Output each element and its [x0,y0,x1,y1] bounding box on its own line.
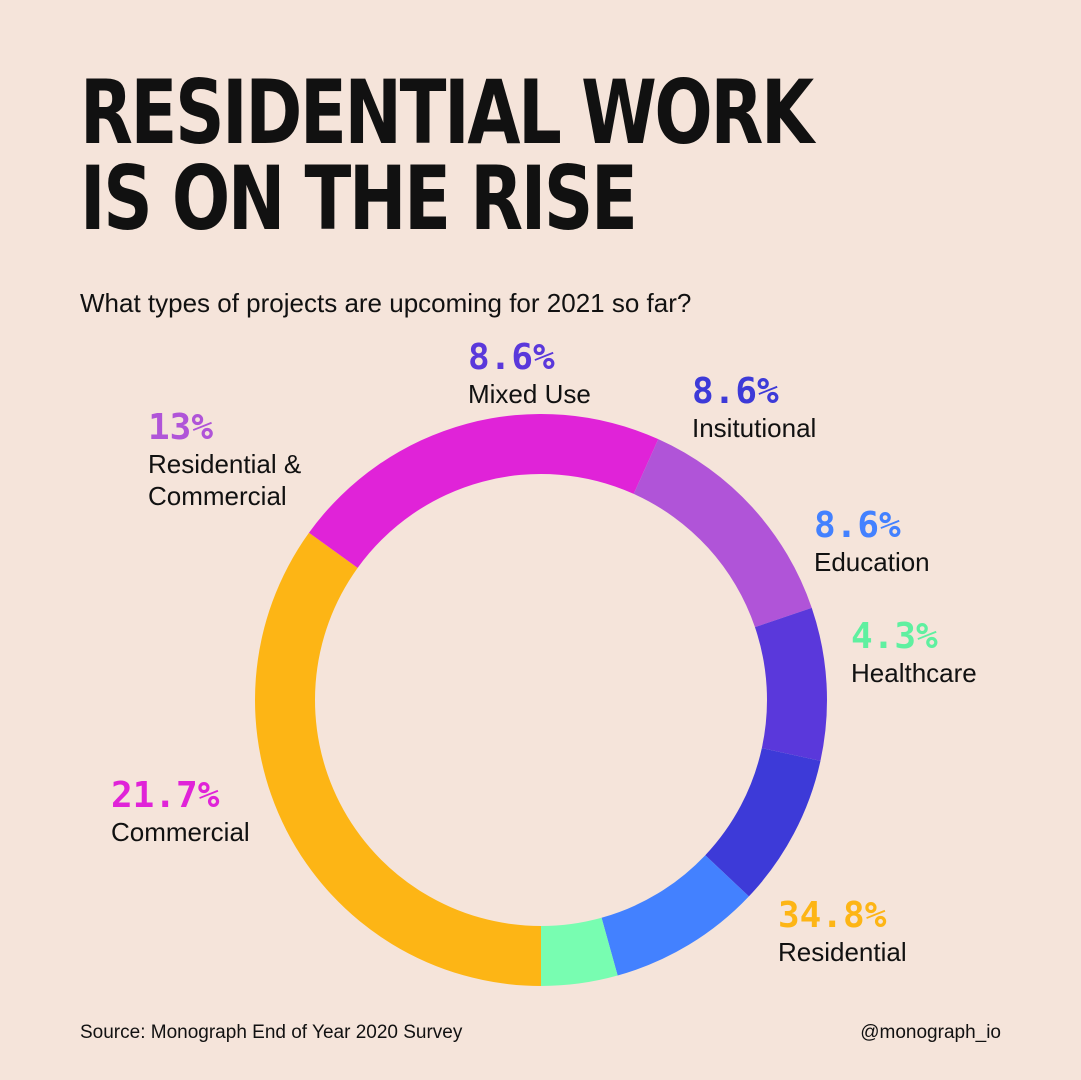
slice-mixed-use [754,607,827,761]
label-institutional: 8.6% Insitutional [692,372,816,444]
slice-commercial [308,414,659,568]
chart-subtitle: What types of projects are upcoming for … [80,288,692,318]
label-residential-commercial: 13% Residential & Commercial [148,408,301,512]
education-name: Education [814,547,930,577]
healthcare-name: Healthcare [851,658,977,688]
education-pct: 8.6% [814,505,901,546]
commercial-pct: 21.7% [111,775,220,816]
label-commercial: 21.7% Commercial [111,776,250,848]
slice-residential-commercial [633,439,812,628]
residential-pct: 34.8% [778,895,887,936]
social-handle[interactable]: @monograph_io [860,1022,1001,1043]
institutional-pct: 8.6% [692,371,779,412]
title-line-2: IS ON THE RISE [80,147,638,250]
slice-residential [255,532,541,986]
label-mixed-use: 8.6% Mixed Use [468,338,591,410]
commercial-name: Commercial [111,817,250,847]
label-education: 8.6% Education [814,506,930,578]
slice-education [601,855,749,976]
residential-commercial-name: Residential & Commercial [148,449,302,511]
title-line-1: RESIDENTIAL WORK [80,61,814,164]
residential-name: Residential [778,937,907,967]
mixed-use-name: Mixed Use [468,379,591,409]
mixed-use-pct: 8.6% [468,337,555,378]
slice-healthcare [541,917,618,986]
chart-title: RESIDENTIAL WORK IS ON THE RISE [80,61,814,250]
label-healthcare: 4.3% Healthcare [851,617,977,689]
institutional-name: Insitutional [692,413,817,443]
source-note: Source: Monograph End of Year 2020 Surve… [80,1022,463,1043]
slice-insitutional [705,748,821,897]
healthcare-pct: 4.3% [851,616,938,657]
label-residential: 34.8% Residential [778,896,907,968]
residential-commercial-pct: 13% [148,407,214,448]
